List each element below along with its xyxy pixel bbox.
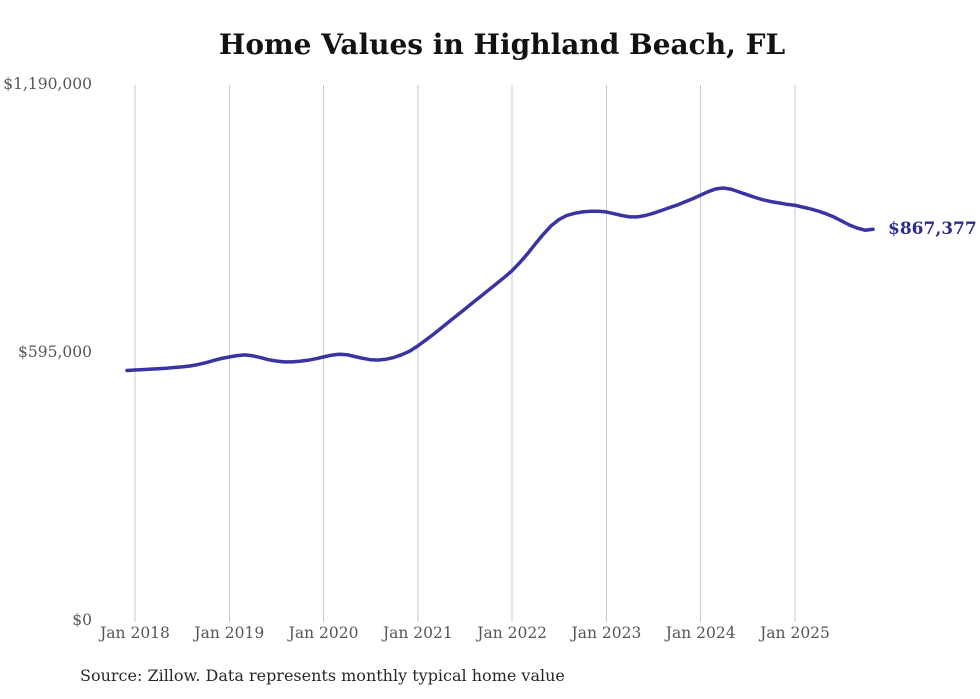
y-axis-tick-label: $595,000	[18, 342, 92, 361]
series-group	[125, 186, 875, 373]
y-axis-tick-label: $0	[72, 610, 92, 629]
chart-title: Home Values in Highland Beach, FL	[218, 28, 786, 61]
x-axis-tick-label: Jan 2018	[100, 624, 170, 642]
x-axis-tick-label: Jan 2024	[665, 624, 736, 642]
value-line	[125, 186, 875, 373]
gridlines	[134, 85, 796, 622]
x-axis-tick-label: Jan 2019	[194, 624, 265, 642]
x-axis-tick-label: Jan 2023	[571, 624, 642, 642]
x-axis-tick-label: Jan 2025	[760, 624, 830, 642]
source-note: Source: Zillow. Data represents monthly …	[80, 666, 565, 685]
x-axis-tick-label: Jan 2022	[477, 624, 548, 642]
current-value-label: $867,377	[888, 219, 977, 240]
x-axis-tick-label: Jan 2020	[288, 624, 359, 642]
y-axis-tick-label: $1,190,000	[3, 74, 92, 93]
x-axis-tick-label: Jan 2021	[382, 624, 453, 642]
